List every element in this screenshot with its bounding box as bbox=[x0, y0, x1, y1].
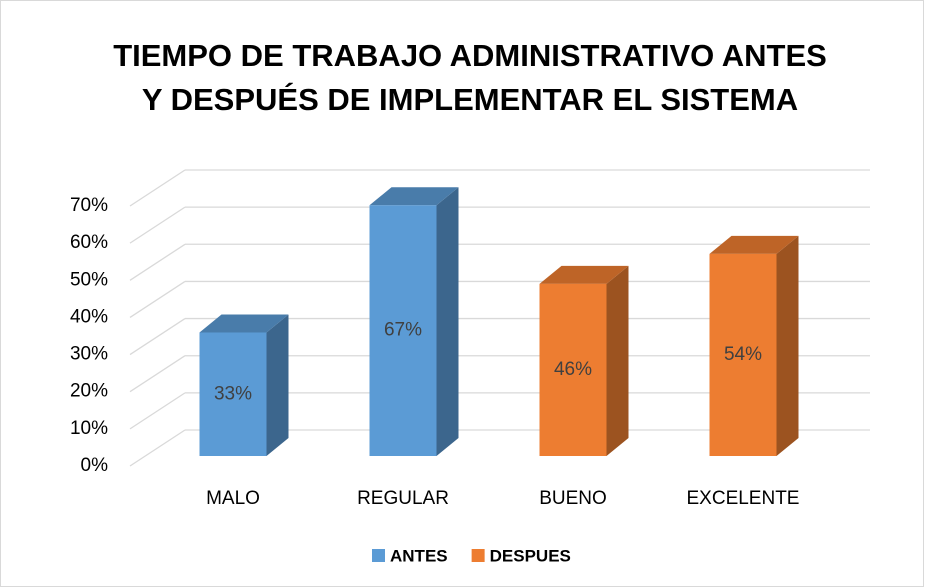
bar-top bbox=[709, 235, 799, 254]
data-label: 67% bbox=[384, 320, 422, 341]
chart-subtitle: Y DESPUÉS DE IMPLEMENTAR EL SISTEMA bbox=[142, 82, 798, 117]
x-tick-label: BUENO bbox=[539, 488, 607, 509]
grid-line bbox=[129, 280, 186, 318]
bar bbox=[199, 332, 267, 456]
grid-line bbox=[129, 243, 186, 281]
data-label: 33% bbox=[214, 383, 252, 404]
legend-swatch bbox=[372, 549, 385, 562]
legend-label: DESPUES bbox=[490, 546, 571, 565]
data-label: 46% bbox=[554, 359, 592, 380]
bar bbox=[709, 253, 777, 456]
y-tick-label: 70% bbox=[70, 195, 108, 216]
bar bbox=[369, 205, 437, 456]
bar-top bbox=[539, 265, 629, 284]
chart-title: TIEMPO DE TRABAJO ADMINISTRATIVO ANTES bbox=[113, 38, 827, 73]
bar bbox=[539, 283, 607, 456]
bar-top bbox=[199, 314, 289, 333]
bar-side bbox=[776, 235, 799, 456]
grid-line bbox=[129, 206, 186, 244]
bar-top bbox=[369, 187, 459, 206]
grid-line bbox=[129, 392, 186, 430]
y-tick-label: 60% bbox=[70, 232, 108, 253]
y-tick-label: 20% bbox=[70, 381, 108, 402]
bar-side bbox=[436, 187, 459, 456]
x-tick-label: MALO bbox=[206, 488, 260, 509]
y-tick-label: 30% bbox=[70, 344, 108, 365]
grid-line bbox=[129, 355, 186, 393]
y-tick-label: 50% bbox=[70, 269, 108, 290]
y-tick-label: 40% bbox=[70, 306, 108, 327]
grid-line bbox=[129, 429, 186, 467]
y-tick-label: 10% bbox=[70, 418, 108, 439]
bar-side bbox=[606, 265, 629, 456]
x-tick-label: EXCELENTE bbox=[687, 488, 800, 509]
x-tick-label: REGULAR bbox=[357, 488, 449, 509]
y-tick-label: 0% bbox=[81, 455, 109, 476]
legend-swatch bbox=[471, 549, 485, 562]
bar-side bbox=[266, 314, 289, 456]
data-label: 54% bbox=[724, 344, 762, 365]
legend-label: ANTES bbox=[390, 546, 448, 565]
grid-line bbox=[129, 318, 186, 356]
grid-line bbox=[129, 169, 186, 207]
